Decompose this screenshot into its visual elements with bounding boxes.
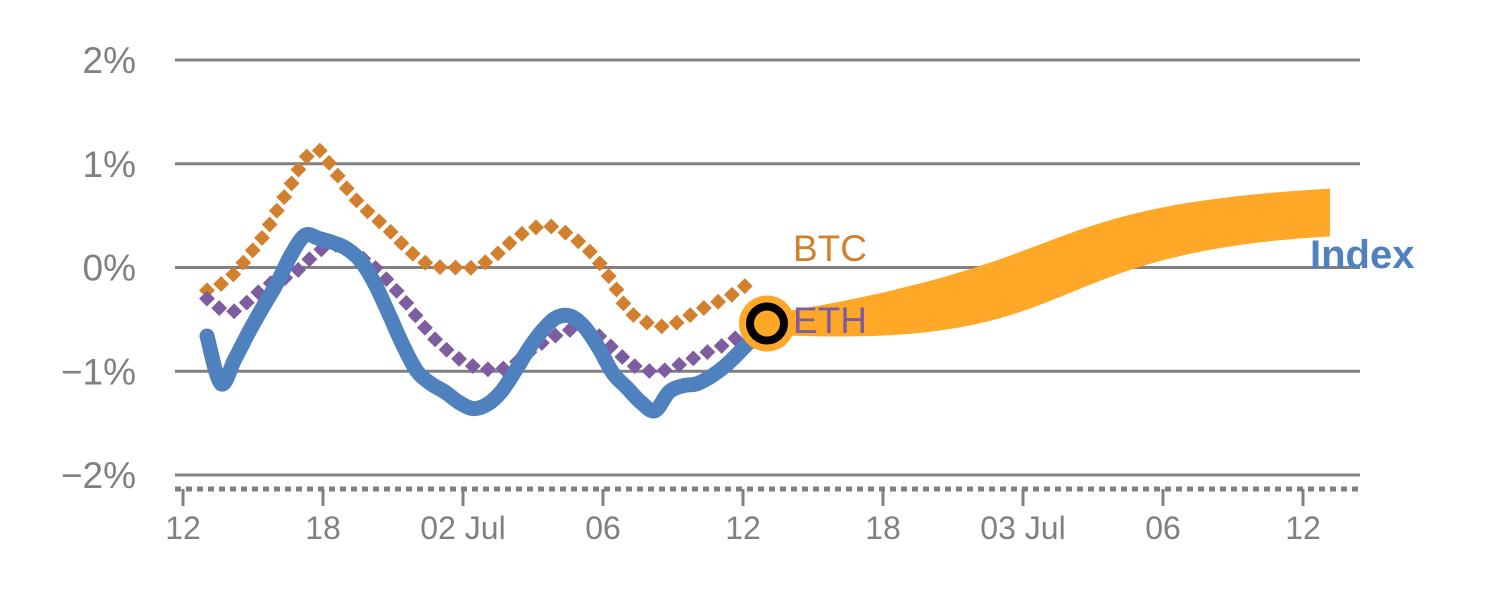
data-point-dot — [682, 307, 699, 324]
data-point-dot — [301, 251, 318, 268]
data-point-dot — [338, 180, 355, 197]
gridlines — [175, 58, 1360, 477]
x-tick-label: 02 Jul — [420, 510, 505, 546]
data-point-dot — [543, 218, 560, 235]
data-point-dot — [462, 259, 479, 276]
data-point-dot — [713, 337, 730, 354]
data-point-dot — [451, 350, 468, 367]
data-point-dot — [480, 361, 496, 378]
x-axis — [175, 486, 1360, 506]
data-point-dot — [710, 293, 727, 310]
data-point-dot — [199, 290, 215, 307]
data-point-dot — [321, 154, 338, 171]
x-tick-label: 12 — [165, 510, 201, 546]
data-point-dot — [382, 223, 399, 240]
data-point-dot — [600, 268, 617, 285]
index-line-path — [199, 227, 775, 419]
data-point-dot — [653, 318, 670, 335]
data-point-dot — [626, 358, 643, 375]
data-point-dot — [490, 245, 506, 262]
data-point-dot — [668, 314, 685, 331]
data-point-dot — [359, 203, 376, 220]
data-point-dot — [638, 314, 655, 331]
x-tick-label: 18 — [865, 510, 901, 546]
data-point-dot — [388, 282, 405, 299]
data-point-dot — [695, 299, 712, 316]
series-label-eth: ETH — [793, 300, 867, 341]
marker-ring-icon[interactable] — [746, 302, 788, 345]
data-point-dot — [398, 294, 415, 311]
current-point-marker[interactable] — [739, 295, 795, 352]
data-point-dot — [276, 189, 293, 205]
data-point-dot — [685, 350, 702, 367]
x-tick-label: 18 — [305, 510, 341, 546]
data-point-dot — [283, 175, 300, 192]
data-point-dot — [656, 362, 673, 379]
data-point-dot — [625, 307, 642, 323]
x-tick-label: 12 — [725, 510, 761, 546]
data-point-dot — [404, 245, 421, 262]
data-point-dot — [371, 213, 388, 230]
data-point-dot — [417, 319, 433, 336]
series-label-btc: BTC — [793, 228, 867, 269]
data-point-dot — [501, 235, 518, 252]
x-tick-label: 06 — [585, 510, 621, 546]
forecast-cone — [767, 188, 1330, 337]
data-point-dot — [244, 242, 261, 259]
y-tick-label: −1% — [61, 351, 136, 392]
y-tick-label: −2% — [61, 455, 136, 496]
data-point-dot — [614, 349, 631, 365]
data-point-dot — [268, 202, 285, 219]
data-point-dot — [570, 233, 587, 250]
data-point-dot — [407, 307, 424, 324]
x-tick-label: 06 — [1145, 510, 1181, 546]
data-point-dot — [438, 341, 455, 358]
data-point-dot — [581, 243, 598, 260]
data-point-dot — [329, 167, 346, 184]
series-btc-line — [199, 142, 753, 335]
data-point-dot — [641, 363, 658, 379]
data-point-dot — [432, 259, 448, 276]
data-point-dot — [723, 286, 740, 303]
series-index-line — [199, 227, 775, 419]
data-point-dot — [238, 294, 255, 311]
data-point-dot — [226, 303, 243, 320]
x-tick-label: 12 — [1285, 510, 1321, 546]
data-point-dot — [671, 356, 688, 373]
data-point-dot — [591, 255, 608, 272]
y-tick-label: 1% — [83, 144, 136, 185]
data-point-dot — [348, 192, 365, 209]
data-point-dot — [513, 225, 530, 242]
series-label-index: Index — [1310, 233, 1414, 277]
data-point-dot — [528, 219, 544, 236]
data-point-dot — [393, 235, 410, 251]
x-axis-tick-labels: 12 18 02 Jul 06 12 18 03 Jul 06 12 — [165, 510, 1321, 546]
data-point-dot — [427, 331, 444, 348]
data-point-dot — [557, 224, 574, 241]
y-axis-tick-labels: 2% 1% 0% −1% −2% — [61, 40, 136, 496]
data-point-dot — [608, 281, 625, 298]
data-point-dot — [447, 259, 464, 276]
data-point-dot — [736, 278, 753, 295]
data-point-dot — [699, 344, 716, 360]
data-point-dot — [261, 216, 278, 233]
y-tick-label: 0% — [83, 248, 136, 289]
data-point-dot — [615, 295, 632, 312]
x-tick-label: 03 Jul — [980, 510, 1065, 546]
data-point-dot — [211, 300, 228, 317]
data-point-dot — [547, 327, 564, 344]
forecast-cone-shape — [767, 188, 1330, 337]
data-point-dot — [213, 276, 230, 292]
data-point-dot — [254, 230, 270, 246]
y-tick-label: 2% — [83, 40, 136, 81]
